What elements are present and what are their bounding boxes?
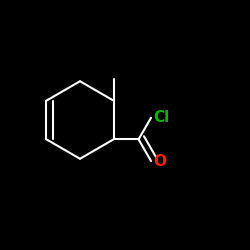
Text: O: O <box>154 154 166 168</box>
Text: Cl: Cl <box>154 110 170 125</box>
